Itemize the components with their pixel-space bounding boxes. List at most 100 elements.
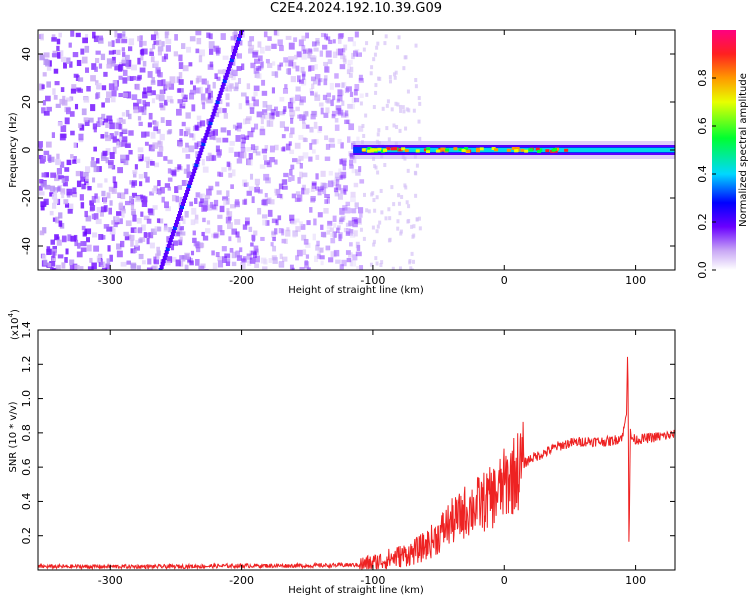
streak-cell (220, 85, 225, 89)
carrier-peak (491, 147, 496, 151)
heatmap-cell (359, 213, 363, 218)
heatmap-cell (166, 95, 173, 103)
heatmap-cell (346, 119, 351, 124)
bottom-x-tick-label: 0 (501, 574, 508, 587)
heatmap-cell (138, 121, 143, 127)
streak-cell (186, 187, 191, 191)
heatmap-cell (60, 56, 67, 62)
heatmap-cell (348, 123, 355, 131)
heatmap-cell (320, 231, 327, 238)
carrier-peak (564, 148, 569, 152)
heatmap-cell (84, 120, 90, 127)
heatmap-cell (265, 58, 270, 64)
heatmap-cell (211, 130, 215, 136)
heatmap-cell (302, 73, 306, 80)
heatmap-cell (290, 76, 296, 83)
heatmap-cell (356, 136, 360, 143)
streak-cell (194, 163, 199, 167)
heatmap-cell (311, 149, 316, 154)
heatmap-cell (282, 185, 288, 190)
heatmap-cell (142, 198, 147, 205)
heatmap-cell (124, 200, 131, 206)
heatmap-cell (56, 45, 60, 52)
heatmap-cell (165, 119, 172, 126)
heatmap-cell (271, 218, 278, 224)
heatmap-cell (219, 172, 224, 177)
heatmap-cell (78, 133, 84, 141)
heatmap-cell (342, 55, 347, 62)
heatmap-cell (349, 103, 355, 110)
heatmap-cell (202, 206, 208, 211)
heatmap-cell (350, 196, 356, 203)
heatmap-cell (155, 94, 161, 100)
heatmap-cell (353, 89, 358, 96)
heatmap-cell (282, 256, 288, 262)
heatmap-cell (246, 147, 253, 152)
heatmap-cell (43, 111, 50, 116)
heatmap-cell (88, 117, 94, 123)
heatmap-cell (396, 226, 400, 231)
heatmap-cell (147, 258, 152, 265)
heatmap-cell (83, 241, 87, 247)
heatmap-cell (341, 112, 347, 118)
heatmap-cell (94, 193, 98, 199)
heatmap-cell (139, 67, 146, 73)
heatmap-cell (195, 48, 200, 54)
heatmap-cell (115, 122, 122, 130)
heatmap-cell (98, 63, 103, 69)
heatmap-cell (56, 153, 60, 160)
heatmap-cell (279, 253, 283, 260)
heatmap-cell (43, 52, 50, 58)
heatmap-cell (237, 236, 241, 243)
heatmap-cell (122, 52, 126, 57)
heatmap-cell (82, 231, 87, 237)
heatmap-cell (288, 42, 295, 50)
heatmap-cell (94, 66, 98, 72)
heatmap-cell (41, 107, 46, 114)
heatmap-cell (301, 71, 306, 77)
heatmap-cell (352, 254, 358, 261)
heatmap-cell (164, 183, 171, 188)
heatmap-cell (58, 175, 64, 180)
heatmap-cell (51, 132, 56, 139)
heatmap-cell (291, 175, 295, 181)
carrier-peak (361, 148, 366, 152)
heatmap-cell (241, 137, 246, 144)
heatmap-cell (253, 68, 259, 74)
heatmap-cell (412, 108, 416, 113)
heatmap-cell (277, 215, 282, 221)
heatmap-cell (189, 260, 194, 266)
heatmap-cell (50, 239, 55, 245)
heatmap-cell (314, 92, 318, 98)
heatmap-cell (334, 118, 339, 123)
heatmap-cell (253, 99, 259, 107)
heatmap-cell (76, 87, 82, 92)
heatmap-cell (353, 219, 358, 224)
heatmap-cell (191, 104, 196, 112)
heatmap-cell (234, 219, 241, 225)
heatmap-cell (193, 241, 200, 247)
heatmap-cell (375, 45, 379, 50)
heatmap-cell (272, 257, 278, 264)
heatmap-cell (369, 262, 373, 267)
heatmap-cell (74, 264, 80, 270)
heatmap-cell (245, 96, 249, 104)
heatmap-cell (109, 152, 115, 160)
heatmap-cell (201, 158, 205, 166)
heatmap-cell (182, 65, 189, 72)
heatmap-cell (141, 131, 147, 138)
colorbar-label: Normalized spectral amplitude (738, 73, 749, 227)
heatmap-cell (303, 138, 308, 143)
heatmap-cell (262, 109, 268, 116)
carrier-peak (401, 147, 406, 151)
heatmap-cell (302, 184, 306, 191)
heatmap-cell (143, 215, 150, 221)
streak-cell (169, 235, 174, 239)
heatmap-cell (194, 214, 199, 220)
heatmap-cell (362, 133, 366, 138)
heatmap-cell (124, 236, 130, 241)
heatmap-cell (272, 61, 276, 66)
top-x-tick-label: 100 (625, 274, 646, 287)
heatmap-cell (335, 184, 342, 190)
